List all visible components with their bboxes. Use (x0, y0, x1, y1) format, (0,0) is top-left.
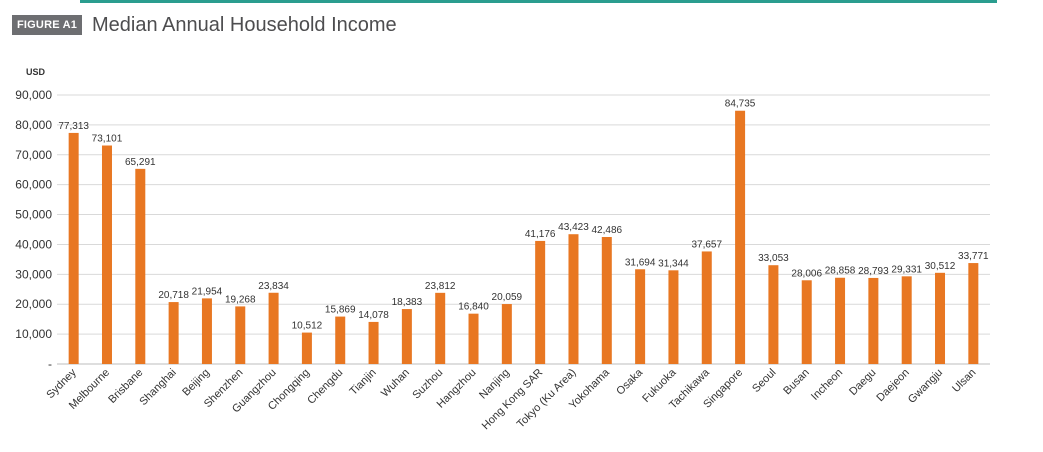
x-tick-label: Hong Kong SAR (480, 367, 546, 433)
y-tick-label: 40,000 (15, 237, 52, 251)
data-label: 20,718 (158, 290, 189, 301)
x-tick-label: Tianjin (348, 367, 379, 398)
chart-title: Median Annual Household Income (92, 14, 397, 36)
bar-osaka (635, 269, 646, 364)
bar-tachikawa (701, 251, 712, 364)
bar-guangzhou (268, 292, 279, 364)
data-label: 42,486 (592, 225, 623, 236)
x-tick-label: Osaka (614, 366, 646, 398)
x-tick-label: Shanghai (137, 367, 178, 408)
x-tick-label: Incheon (809, 367, 845, 403)
x-tick-label: Daegu (847, 367, 878, 398)
data-label: 20,059 (492, 292, 523, 303)
data-label: 23,812 (425, 281, 456, 292)
bar-nanjing (501, 304, 512, 364)
data-label: 41,176 (525, 229, 556, 240)
data-label: 28,006 (791, 268, 822, 279)
x-tick-label: Gwangju (906, 367, 945, 406)
data-label: 16,840 (458, 302, 489, 313)
bar-tokyo-ku-area- (568, 234, 579, 364)
data-label: 73,101 (92, 134, 123, 145)
data-label: 30,512 (925, 261, 956, 272)
data-label: 23,834 (258, 281, 289, 292)
y-tick-label: 10,000 (15, 327, 52, 341)
bar-ulsan (968, 263, 979, 364)
x-tick-label: Seoul (750, 367, 778, 395)
data-label: 15,869 (325, 305, 356, 316)
data-label: 43,423 (558, 222, 589, 233)
bar-brisbane (135, 168, 146, 364)
data-label: 33,053 (758, 253, 789, 264)
bar-chongqing (301, 332, 312, 364)
data-label: 10,512 (292, 321, 323, 332)
bar-wuhan (401, 309, 412, 364)
data-label: 77,313 (58, 121, 89, 132)
x-tick-label: Busan (781, 367, 812, 398)
data-label: 28,858 (825, 266, 856, 277)
bar-gwangju (935, 272, 946, 364)
y-tick-label: 90,000 (15, 88, 52, 102)
data-label: 84,735 (725, 99, 756, 110)
y-tick-label: 80,000 (15, 118, 52, 132)
x-tick-label: Ulsan (950, 367, 978, 395)
bar-shanghai (168, 302, 179, 364)
figure-label-badge: FIGURE A1 (12, 15, 83, 35)
bar-tianjin (368, 321, 379, 364)
bar-suzhou (435, 292, 446, 364)
bar-hong-kong-sar (535, 240, 546, 364)
data-label: 31,694 (625, 257, 656, 268)
data-label: 18,383 (392, 297, 423, 308)
bar-incheon (835, 277, 846, 364)
bar-daegu (868, 277, 879, 364)
x-tick-label: Chengdu (305, 367, 345, 407)
data-label: 19,268 (225, 294, 256, 305)
bar-beijing (201, 298, 212, 364)
bar-daejeon (901, 276, 912, 364)
y-tick-label: 60,000 (15, 178, 52, 192)
bar-chengdu (335, 316, 346, 364)
data-label: 65,291 (125, 157, 156, 168)
bar-singapore (735, 110, 746, 364)
x-tick-label: Tokyo (Ku Area) (515, 367, 579, 431)
y-tick-label: 70,000 (15, 148, 52, 162)
data-label: 21,954 (192, 286, 223, 297)
bar-seoul (768, 265, 779, 364)
y-tick-label: 30,000 (15, 267, 52, 281)
data-label: 37,657 (691, 239, 722, 250)
data-label: 33,771 (958, 251, 989, 262)
y-tick-label: - (48, 357, 52, 371)
data-label: 29,331 (891, 264, 922, 275)
y-tick-label: 50,000 (15, 208, 52, 222)
bar-shenzhen (235, 306, 246, 364)
top-accent-rule (80, 0, 997, 3)
bar-busan (801, 280, 812, 364)
bar-hangzhou (468, 313, 479, 364)
data-label: 31,344 (658, 258, 689, 269)
bar-yokohama (601, 237, 612, 364)
data-label: 28,793 (858, 266, 889, 277)
x-tick-label: Wuhan (379, 367, 412, 400)
x-tick-label: Beijing (180, 367, 212, 399)
bar-sydney (68, 132, 79, 364)
y-axis-label: USD (26, 67, 46, 77)
data-label: 14,078 (358, 310, 389, 321)
bar-melbourne (101, 145, 112, 364)
y-tick-label: 20,000 (15, 297, 52, 311)
bar-fukuoka (668, 270, 679, 364)
